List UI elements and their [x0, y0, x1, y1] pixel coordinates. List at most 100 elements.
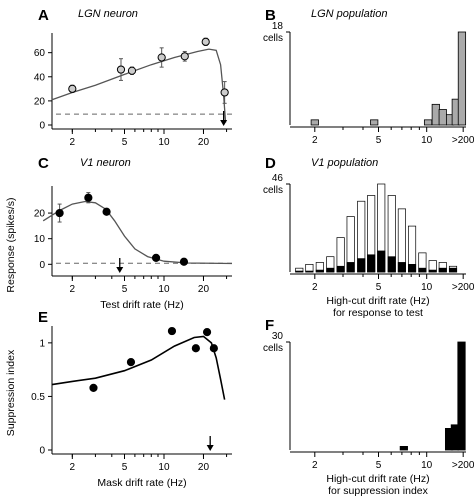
y-tick-label: 0: [39, 446, 45, 457]
x-tick-label: 20: [198, 284, 210, 295]
data-point: [126, 358, 136, 367]
x-tick-label: 10: [421, 282, 433, 293]
x-axis-label: Test drift rate (Hz): [100, 299, 183, 311]
x-tick-label: 5: [122, 462, 128, 473]
x-tick-label: 2: [312, 282, 318, 293]
data-point: [127, 66, 137, 75]
data-point: [89, 383, 98, 392]
bar: [457, 31, 467, 126]
bar: [423, 119, 433, 126]
x-tick-label: 5: [376, 282, 382, 293]
panel-title: V1 population: [311, 157, 378, 169]
panel-letter: C: [38, 155, 49, 172]
panel-letter: F: [265, 317, 274, 334]
y-tick-label: 0.5: [31, 392, 45, 403]
data-point: [55, 208, 64, 218]
y-max-label: 46: [272, 173, 284, 184]
x-axis-label-sub: for suppression index: [328, 485, 429, 496]
bar-suppressed-cells: [387, 256, 396, 273]
bar-suppressed-cells: [295, 270, 304, 273]
x-tick-label: 5: [376, 460, 382, 471]
y-axis-label-suppression: Suppression index: [5, 349, 17, 436]
bar: [438, 109, 447, 126]
y-unit-label: cells: [263, 33, 283, 44]
data-point: [151, 253, 161, 263]
data-point: [202, 328, 212, 337]
x-tick-label: 5: [122, 137, 128, 148]
bar: [370, 119, 379, 126]
x-tick-label: 10: [158, 462, 170, 473]
panel-title: LGN neuron: [78, 8, 138, 20]
data-point: [201, 37, 210, 46]
arrow-head: [116, 267, 124, 273]
data-point: [84, 193, 93, 202]
x-tick-label: 10: [421, 460, 433, 471]
y-tick-label: 20: [34, 96, 46, 107]
x-tick-label: 2: [70, 284, 76, 295]
bar-suppressed-cells: [418, 267, 427, 273]
y-tick-label: 40: [34, 72, 46, 83]
data-point: [167, 326, 177, 336]
x-tick-label: >200: [452, 135, 474, 146]
bar-suppressed-cells: [357, 258, 366, 273]
bar: [310, 119, 319, 126]
panel-title: LGN population: [311, 8, 387, 20]
x-tick-label: >200: [452, 282, 474, 293]
x-tick-label: 10: [158, 284, 170, 295]
bar-suppressed-cells: [448, 267, 458, 273]
x-tick-label: >200: [452, 460, 474, 471]
bar-suppressed-cells: [377, 250, 386, 273]
x-tick-label: 20: [198, 462, 210, 473]
y-tick-label: 0: [39, 121, 45, 132]
bar-suppressed-cells: [346, 262, 355, 273]
y-tick-label: 0: [39, 260, 45, 271]
bar: [431, 103, 440, 126]
x-tick-label: 10: [158, 137, 170, 148]
y-tick-label: 1: [39, 338, 45, 349]
y-max-label: 30: [272, 331, 284, 342]
panel-e: E 0 0.5 1 2 5 10 20 Mask drift rate (Hz): [31, 309, 232, 489]
x-axis-label: Mask drift rate (Hz): [97, 477, 186, 489]
x-tick-label: 2: [70, 462, 76, 473]
x-axis-label: High-cut drift rate (Hz): [326, 295, 429, 307]
panel-letter: E: [38, 309, 48, 326]
bar-suppressed-cells: [326, 267, 335, 273]
bar-suppressed-cells: [428, 269, 437, 273]
bar-suppressed-cells: [397, 262, 406, 273]
bar-suppressed-cells: [407, 263, 417, 273]
x-tick-label: 2: [70, 137, 76, 148]
y-max-label: 18: [272, 21, 284, 32]
arrow-head: [206, 445, 214, 451]
bar: [457, 341, 466, 451]
bar-suppressed-cells: [336, 265, 345, 273]
fit-curve: [42, 200, 233, 265]
panel-letter: B: [265, 7, 276, 24]
data-point: [116, 65, 126, 74]
bar: [399, 445, 408, 451]
bar-suppressed-cells: [315, 269, 324, 273]
panel-letter: A: [38, 7, 49, 24]
y-tick-label: 10: [34, 234, 46, 245]
panel-a: A LGN neuron 0 20 40 60 2 5 10 20: [34, 7, 232, 148]
data-point: [102, 207, 111, 216]
x-tick-label: 20: [198, 137, 210, 148]
data-point: [157, 53, 166, 62]
data-point: [220, 88, 229, 97]
data-point: [191, 344, 200, 353]
y-unit-label: cells: [263, 185, 283, 196]
x-tick-label: 2: [312, 135, 318, 146]
data-point: [180, 52, 189, 61]
panel-title: V1 neuron: [80, 157, 131, 169]
panel-c: C V1 neuron 0 10 20 2 5 10 20 Test drift rate (Hz…: [34, 155, 233, 311]
x-tick-label: 5: [122, 284, 128, 295]
data-point: [209, 344, 218, 353]
y-tick-label: 60: [34, 48, 46, 59]
y-tick-label: 20: [34, 209, 46, 220]
data-point: [68, 84, 77, 93]
x-tick-label: 2: [312, 460, 318, 471]
data-point: [179, 257, 189, 266]
x-axis-label-sub: for response to test: [333, 307, 423, 319]
